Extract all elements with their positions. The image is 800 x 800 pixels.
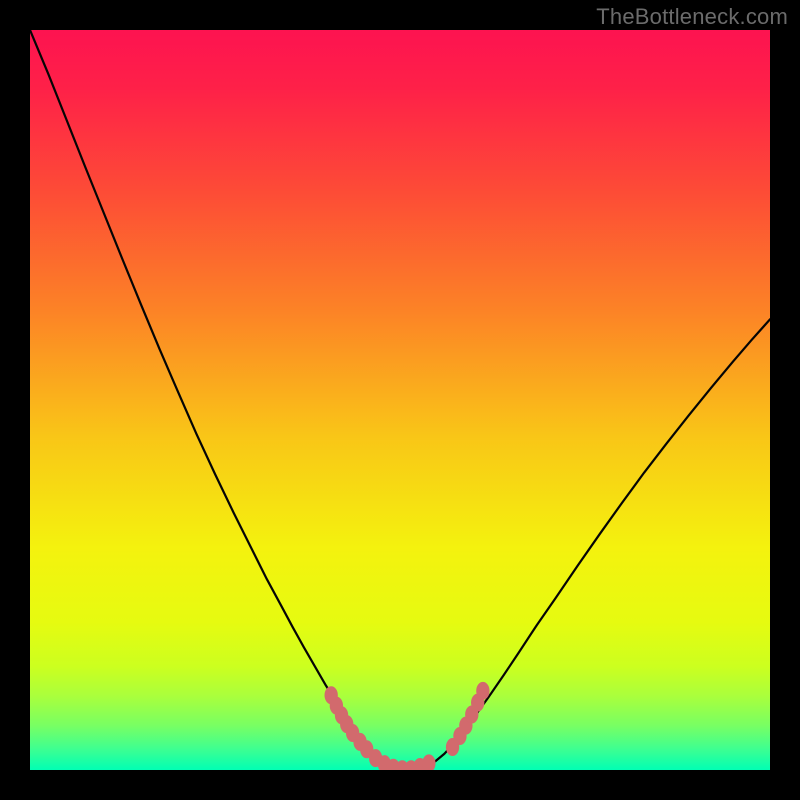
chart-root: TheBottleneck.com (0, 0, 800, 800)
curve-marker (476, 682, 489, 700)
plot-background (30, 30, 770, 770)
plot-svg (30, 30, 770, 770)
plot-area (30, 30, 770, 770)
watermark-text: TheBottleneck.com (596, 4, 788, 30)
